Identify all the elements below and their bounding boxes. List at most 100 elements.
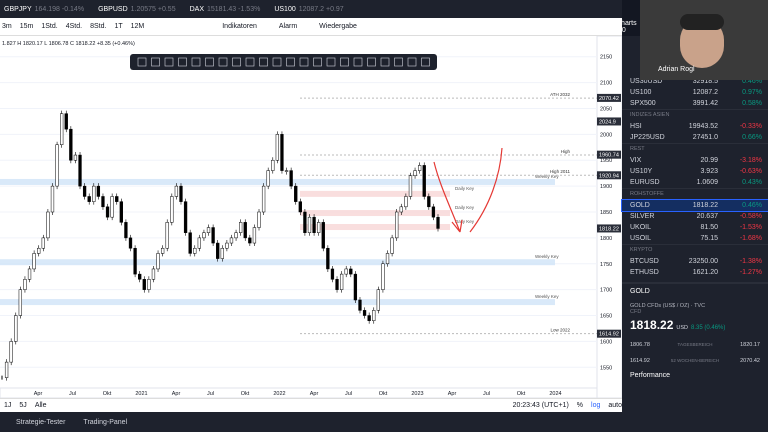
candle <box>133 247 137 275</box>
watchlist-row[interactable]: US10Y 3.923 -0.63% <box>622 166 768 177</box>
interval-button[interactable]: 12M <box>130 23 145 30</box>
candle <box>188 232 192 254</box>
zone-label: Weekly Key <box>535 254 559 259</box>
candle <box>399 206 403 213</box>
drawing-tool[interactable] <box>272 57 282 67</box>
candle <box>128 237 133 249</box>
candle <box>280 134 284 171</box>
watchlist-row[interactable]: EURUSD 1.0609 0.43% <box>622 177 768 188</box>
candle <box>248 237 252 244</box>
range-button[interactable]: 1J <box>4 402 12 409</box>
watchlist-row[interactable]: ETHUSD 1621.20 -1.27% <box>622 267 768 278</box>
drawing-tool[interactable] <box>367 57 376 67</box>
drawing-tool[interactable] <box>421 57 430 67</box>
watchlist-row[interactable]: SPX500 3991.42 0.58% <box>622 98 768 109</box>
watchlist-row[interactable]: VIX 20.99 -3.18% <box>622 155 768 166</box>
candle <box>358 299 362 311</box>
candle <box>78 154 82 187</box>
drawing-tool[interactable] <box>326 57 336 67</box>
candle <box>64 113 68 130</box>
symbol: BTCUSD <box>630 258 659 265</box>
interval-button[interactable]: 15m <box>19 23 34 30</box>
drawing-tool[interactable] <box>245 57 255 67</box>
drawing-tool[interactable] <box>232 57 241 67</box>
interval-button[interactable]: 1Std. <box>41 23 58 30</box>
toolbar-button[interactable]: Alarm <box>278 23 298 30</box>
drawing-tool[interactable] <box>151 57 160 67</box>
watchlist-row[interactable]: BTCUSD 23250.00 -1.38% <box>622 256 768 267</box>
drawing-tool[interactable] <box>340 57 349 67</box>
interval-button[interactable]: 8Std. <box>90 23 107 30</box>
drawing-tool[interactable] <box>353 57 363 67</box>
symbol: ETHUSD <box>630 269 659 276</box>
interval-button[interactable]: 4Std. <box>65 23 83 30</box>
clock: 20:23:43 (UTC+1) <box>512 402 569 409</box>
watchlist: US30USD 32918.5 0.46% US100 12087.2 0.97% SPX5… <box>621 36 768 432</box>
zone-label: Weekly Key <box>535 294 559 299</box>
range-button[interactable]: 5J <box>19 402 27 409</box>
candle <box>41 237 45 249</box>
drawing-tool[interactable] <box>178 57 187 67</box>
interval-button[interactable]: 3m <box>2 23 12 30</box>
ohlc-legend: 1.827 H 1820.17 L 1806.78 C 1818.22 +8.3… <box>2 41 135 47</box>
panel-tab[interactable]: Trading-Panel <box>83 418 128 426</box>
watchlist-row[interactable]: UKOIL 81.50 -1.53% <box>622 222 768 233</box>
drawing-tool[interactable] <box>137 57 147 67</box>
watchlist-row[interactable]: HSI 19943.52 -0.33% <box>622 121 768 132</box>
candle <box>271 159 275 171</box>
candle <box>216 242 220 259</box>
drawing-tool[interactable] <box>380 57 390 67</box>
scale-button[interactable]: auto <box>608 402 622 409</box>
price-badge-label: 1818.22 <box>599 226 619 232</box>
toolbar-button[interactable]: Indikatoren <box>222 23 257 30</box>
symbol: SILVER <box>630 213 655 220</box>
candle <box>298 201 302 213</box>
watchlist-row[interactable]: SILVER 20.637 -0.58% <box>622 211 768 222</box>
watchlist-row[interactable]: US100 12087.2 0.97% <box>622 87 768 98</box>
zone-label: Daily Key <box>455 186 475 191</box>
drawing-tool[interactable] <box>286 57 295 67</box>
scale-button[interactable]: log <box>591 402 601 409</box>
toolbar-button[interactable]: Wiedergabe <box>319 23 357 30</box>
drawing-tool[interactable] <box>299 57 309 67</box>
drawing-tool[interactable] <box>394 57 403 67</box>
candle <box>147 279 151 290</box>
day-label: TAGESBEREICH <box>677 342 713 347</box>
price-tick-label: 1550 <box>600 365 612 371</box>
drawing-tool[interactable] <box>191 57 201 67</box>
drawing-tool[interactable] <box>164 57 174 67</box>
price-tick-label: 1700 <box>600 288 612 294</box>
interval-button[interactable]: 1T <box>114 23 123 30</box>
ticker-tab[interactable]: DAX 15181.43 -1.53% <box>190 6 261 13</box>
drawing-tool[interactable] <box>259 57 268 67</box>
last: 20.637 <box>696 213 718 220</box>
candle <box>92 185 96 202</box>
ticker-tab[interactable]: GBPJPY 164.198 -0.14% <box>4 6 84 13</box>
candle <box>119 201 123 223</box>
candle <box>427 196 431 208</box>
ticker-tab[interactable]: US100 12087.2 +0.97 <box>274 6 343 13</box>
performance[interactable]: Performance <box>630 372 671 379</box>
tab-quote: 164.198 -0.14% <box>34 5 85 13</box>
price-badge: 1614.92 <box>597 329 621 338</box>
scale-button[interactable]: % <box>576 402 584 409</box>
drawing-tool[interactable] <box>218 57 228 67</box>
panel-tab[interactable]: Strategie-Tester <box>16 418 66 426</box>
price-tick-label: 1850 <box>600 210 612 216</box>
drawing-tool[interactable] <box>407 57 417 67</box>
price-tick-label: 2000 <box>600 132 612 138</box>
tab-quote: 15181.43 -1.53% <box>207 5 261 13</box>
last: 27451.0 <box>692 134 718 141</box>
detail-currency: USD <box>676 325 689 331</box>
time-label: Jul <box>483 391 490 397</box>
watchlist-row[interactable]: US30USD 32918.5 0.46% <box>622 76 768 87</box>
watchlist-row[interactable]: USOIL 75.15 -1.68% <box>622 233 768 244</box>
drawing-tool[interactable] <box>205 57 214 67</box>
drawing-tool[interactable] <box>313 57 322 67</box>
watchlist-row[interactable]: GOLD 1818.22 0.46% <box>621 199 768 212</box>
ticker-tab[interactable]: GBPUSD 1.20575 +0.55 <box>98 6 176 13</box>
webcam-name: Adrian Rogl <box>658 66 695 73</box>
watchlist-row[interactable]: JP225USD 27451.0 0.66% <box>622 132 768 143</box>
range-button[interactable]: Alle <box>34 402 47 409</box>
last: 1818.22 <box>692 202 718 209</box>
